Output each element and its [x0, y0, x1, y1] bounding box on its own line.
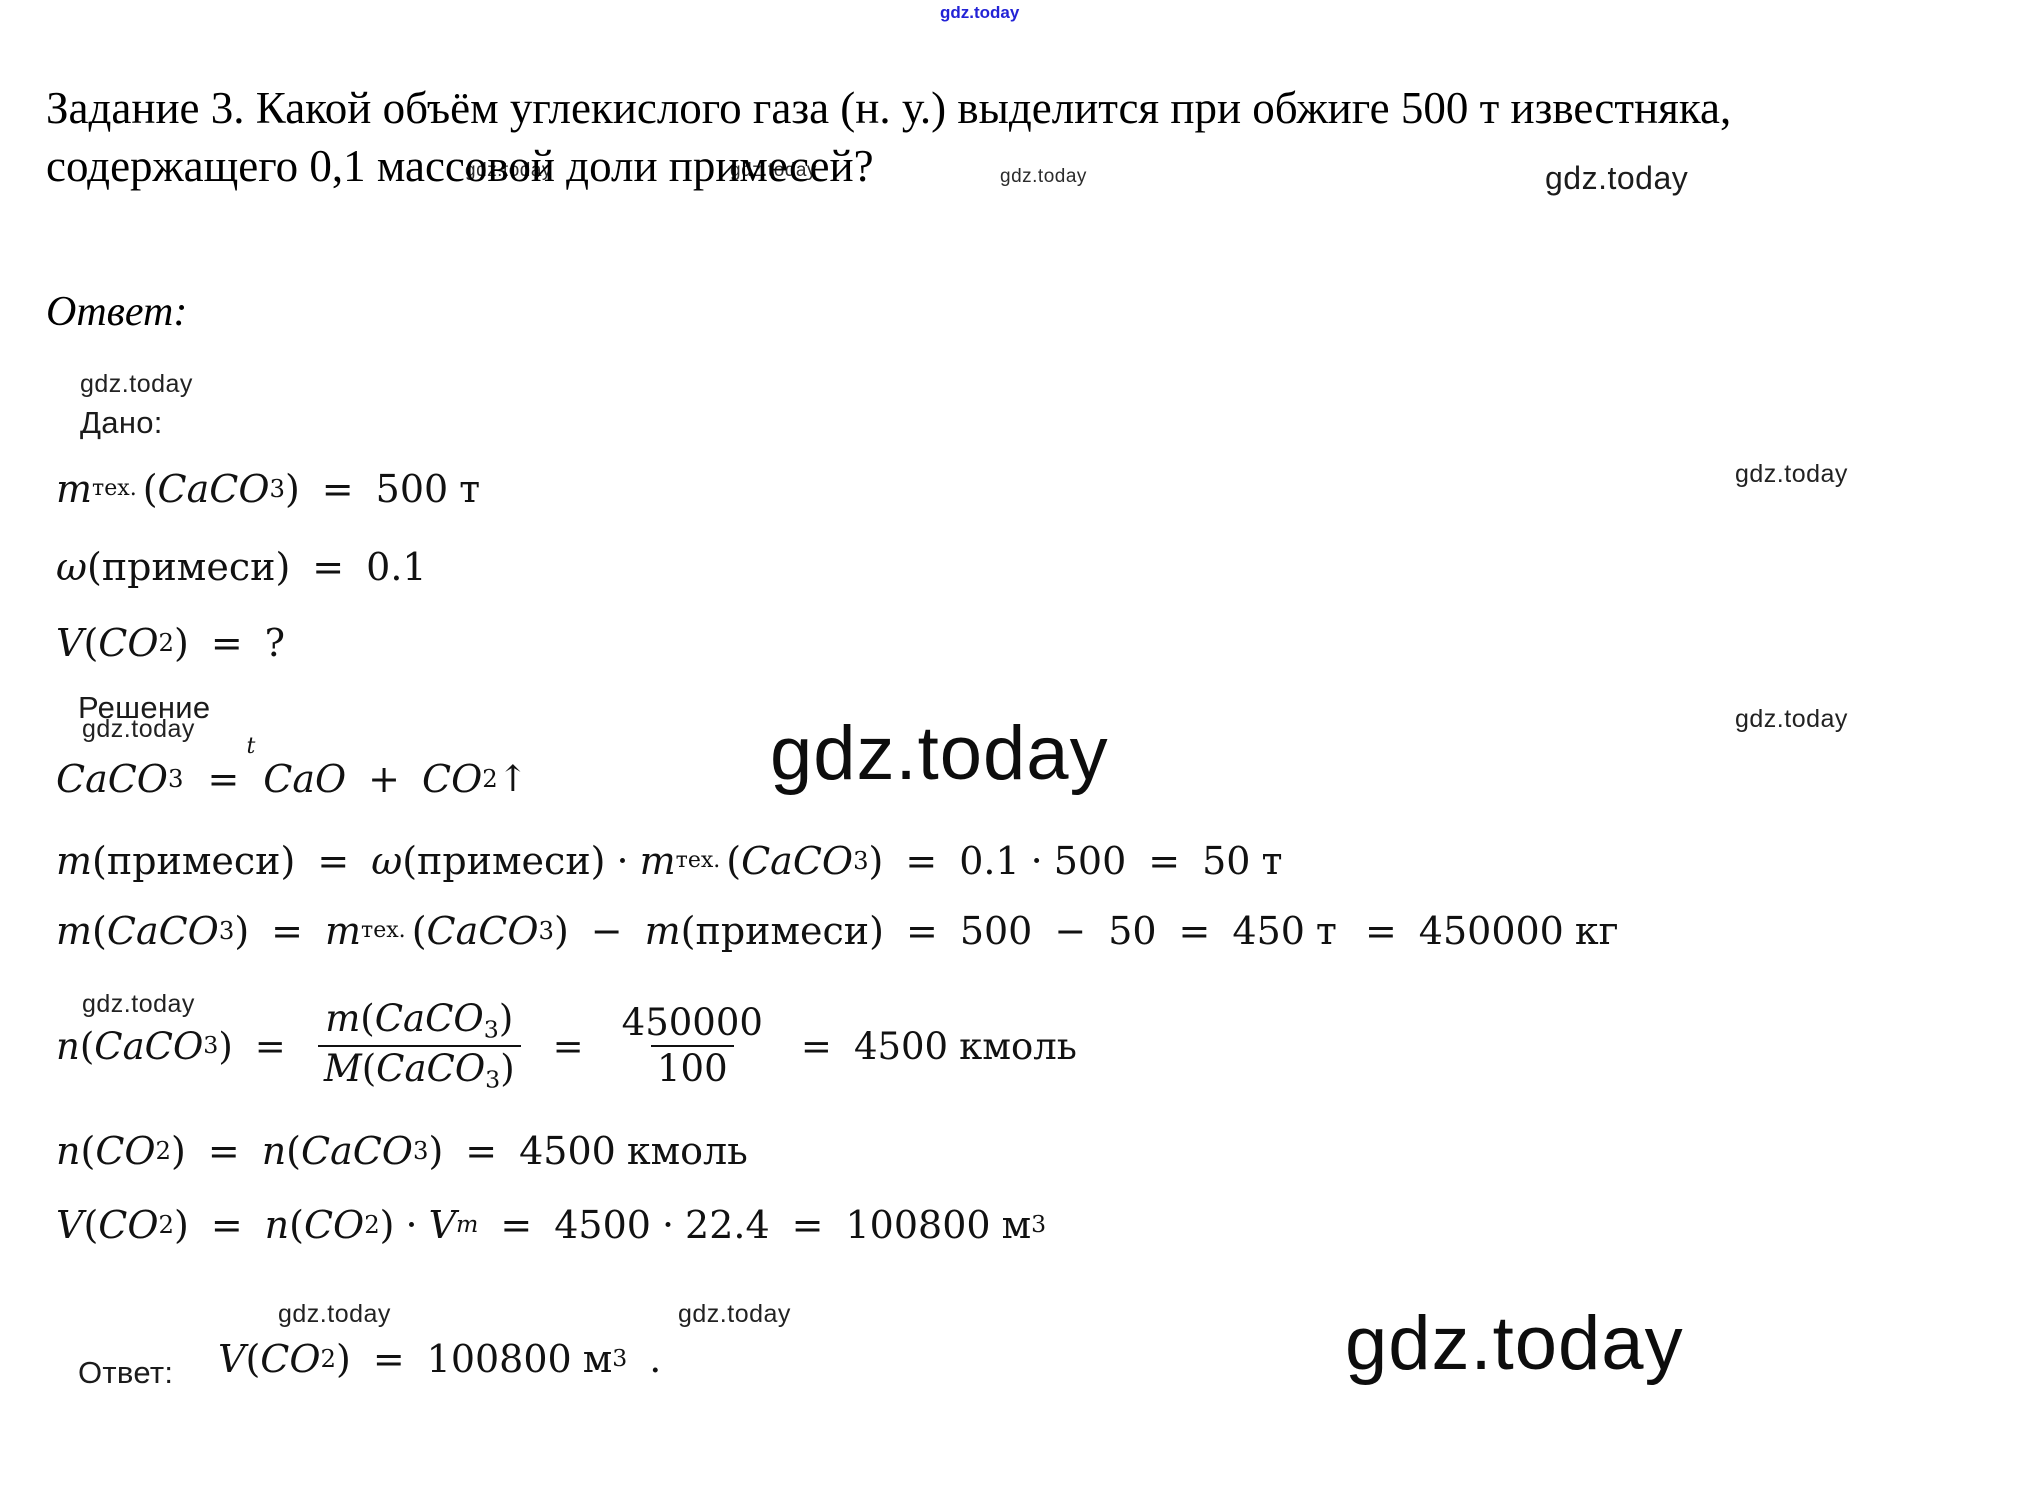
watermark-text: gdz.today [940, 3, 1020, 22]
watermark-text: gdz.today [678, 1300, 791, 1328]
final-answer-label: Ответ: [78, 1355, 174, 1390]
watermark-text: gdz.today [770, 711, 1109, 796]
given-label: Дано: [80, 405, 163, 440]
task-heading: Задание 3. Какой объём углекислого газа … [46, 83, 1732, 191]
reaction-equation: CaCO 3 = t CaO + CO 2 ↑ [56, 734, 528, 801]
watermark-text: gdz.today [278, 1300, 391, 1328]
answer-label: Ответ: [46, 289, 188, 335]
step-moles-caco3-equation: n(CaCO 3) = m(CaCO3) M(CaCO3) = 450000 10… [56, 997, 1077, 1094]
given-volume-equation: V(CO 2) = ? [56, 621, 286, 665]
step-pure-mass-equation: m(CaCO 3) = m тех.(CaCO 3) − m(примеси) = 5… [56, 909, 1619, 953]
watermark-text: gdz.today [1345, 1301, 1684, 1386]
watermark-text: gdz.today [730, 160, 817, 181]
watermark-text: gdz.today [82, 715, 195, 743]
watermark-text: gdz.today [80, 370, 193, 398]
watermark-text: gdz.today [82, 990, 195, 1018]
watermark-text: gdz.today [1545, 160, 1689, 196]
watermark-text: gdz.today [1735, 705, 1848, 733]
step-moles-co2-equation: n(CO 2) = n(CaCO 3) = 4500 кмоль [56, 1129, 748, 1173]
watermark-text: gdz.today [465, 160, 552, 181]
final-answer-equation: V(CO 2) = 100800 м 3 . [218, 1337, 662, 1381]
watermark-text: gdz.today [1000, 166, 1087, 187]
given-mass-equation: m тех.(CaCO 3) = 500 т [56, 467, 481, 511]
given-omega-equation: ω(примеси) = 0.1 [56, 545, 427, 589]
solution-label: Решение [78, 690, 211, 725]
step-impurity-mass-equation: m(примеси) = ω(примеси) · m тех.(CaCO 3) =… [56, 839, 1283, 883]
watermark-text: gdz.today [1735, 460, 1848, 488]
